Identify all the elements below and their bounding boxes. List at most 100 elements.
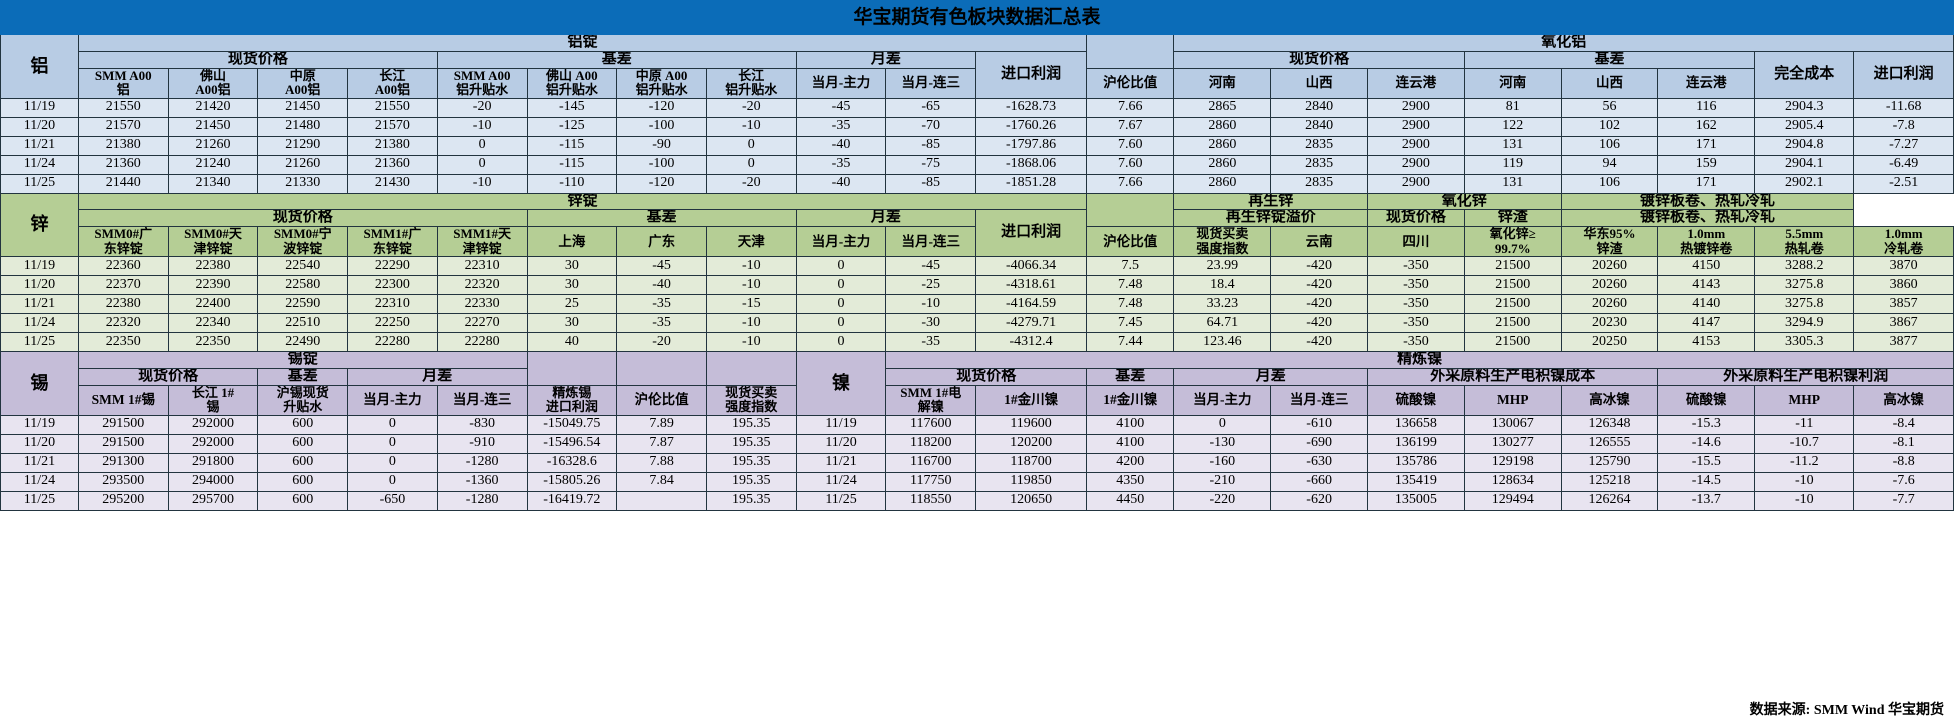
nickel-month-col-1: 当月-连三 xyxy=(1270,384,1369,416)
zinc-cell-r0-c16: 20260 xyxy=(1560,256,1659,277)
alu-col-header-5: 佛山 A00 铝升贴水 xyxy=(526,67,618,99)
nickel-cell-r1-c7: 126555 xyxy=(1560,433,1659,454)
nickel-cell-r4-c6: 129494 xyxy=(1463,490,1562,511)
tin-cell-r4-c3: -650 xyxy=(347,490,438,511)
nickel-cell-r0-c6: 130067 xyxy=(1463,414,1562,435)
alu-cell-r2-c15: 131 xyxy=(1463,135,1562,156)
row-date: 11/19 xyxy=(0,256,79,277)
nickel-cell-r2-c0: 116700 xyxy=(885,452,977,473)
tin-cell-r3-c2: 600 xyxy=(257,471,349,492)
zinc-cell-r0-c13: -420 xyxy=(1270,256,1369,277)
zinc-cell-r0-c4: 22310 xyxy=(436,256,528,277)
zinc-col-header-4: SMM1#天 津锌锭 xyxy=(436,226,528,258)
tin-cell-r0-c4: -830 xyxy=(436,414,528,435)
tin-cell-r2-c1: 291800 xyxy=(167,452,259,473)
alu-cell-r4-c19: -2.51 xyxy=(1853,173,1954,194)
nickel-cell-r3-c6: 128634 xyxy=(1463,471,1562,492)
alu-cell-r0-c7: -20 xyxy=(705,97,797,118)
zinc-col-header-8: 当月-主力 xyxy=(795,226,887,258)
zinc-cell-r0-c0: 22360 xyxy=(77,256,169,277)
nickel-cell-r4-c2: 4450 xyxy=(1086,490,1175,511)
zinc-cell-r0-c11: 7.5 xyxy=(1086,256,1175,277)
table-row: 11/24 293500 294000 600 0 -1360 -15805.26 7.84 1… xyxy=(0,471,1954,492)
tin-subgroup-month: 月差 xyxy=(347,367,528,386)
nickel-cell-r2-c5: 135786 xyxy=(1367,452,1465,473)
alu-cell-r0-c16: 56 xyxy=(1560,97,1659,118)
tin-cell-r2-c3: 0 xyxy=(347,452,438,473)
alu-cell-r3-c9: -75 xyxy=(885,154,977,175)
zinc-cell-r0-c14: -350 xyxy=(1367,256,1465,277)
alu-cell-r2-c0: 21380 xyxy=(77,135,169,156)
nickel-cell-r0-c10: -8.4 xyxy=(1853,414,1954,435)
zinc-cell-r4-c2: 22490 xyxy=(257,332,349,353)
group-recycled-zinc: 再生锌 xyxy=(1173,192,1369,211)
alu-cell-r0-c9: -65 xyxy=(885,97,977,118)
zinc-cell-r4-c17: 4153 xyxy=(1657,332,1756,353)
nickel-cell-r4-c8: -13.7 xyxy=(1657,490,1756,511)
row-date: 11/20 xyxy=(0,275,79,296)
alu-col-header-9: 当月-连三 xyxy=(885,67,977,99)
zinc-cell-r1-c2: 22580 xyxy=(257,275,349,296)
zinc-cell-r1-c6: -40 xyxy=(616,275,707,296)
tin-cell-r0-c7: 195.35 xyxy=(705,414,797,435)
zinc-cell-r0-c15: 21500 xyxy=(1463,256,1562,277)
zinc-col-header-2: SMM0#宁 波锌锭 xyxy=(257,226,349,258)
nickel-subgroup-basis: 基差 xyxy=(1086,367,1175,386)
alu-cell-r1-c12: 2860 xyxy=(1173,116,1272,137)
alu-cell-r3-c13: 2835 xyxy=(1270,154,1369,175)
tin-month-col-0: 当月-主力 xyxy=(347,384,438,416)
zinc-cell-r2-c4: 22330 xyxy=(436,294,528,315)
zinc-cell-r4-c11: 7.44 xyxy=(1086,332,1175,353)
group-refined-nickel: 精炼镍 xyxy=(885,351,1954,369)
alu-cell-r4-c15: 131 xyxy=(1463,173,1562,194)
alu-cell-r3-c15: 119 xyxy=(1463,154,1562,175)
nickel-cell-r1-c5: 136199 xyxy=(1367,433,1465,454)
nickel-subgroup-month: 月差 xyxy=(1173,367,1369,386)
zinc-cell-r0-c9: -45 xyxy=(885,256,977,277)
nickel-cell-r3-c7: 125218 xyxy=(1560,471,1659,492)
alu-col-import-profit: 进口利润 xyxy=(975,50,1088,99)
alu-cell-r3-c5: -115 xyxy=(526,154,618,175)
alu-cell-r4-c17: 171 xyxy=(1657,173,1756,194)
zinc-col-header-7: 天津 xyxy=(705,226,797,258)
alu-cell-r4-c5: -110 xyxy=(526,173,618,194)
tin-cell-r0-c1: 292000 xyxy=(167,414,259,435)
tin-cell-r4-c2: 600 xyxy=(257,490,349,511)
nickel-subgroup-profit: 外采原料生产电积镍利润 xyxy=(1657,367,1954,386)
zinc-cell-r0-c5: 30 xyxy=(526,256,618,277)
zinc-cell-r4-c1: 22350 xyxy=(167,332,259,353)
nickel-cell-r1-c6: 130277 xyxy=(1463,433,1562,454)
zinc-cell-r2-c14: -350 xyxy=(1367,294,1465,315)
zinc-cell-r4-c7: -10 xyxy=(705,332,797,353)
alu-col-header-1: 佛山 A00铝 xyxy=(167,67,259,99)
tin-import-profit-col: 精炼锡 进口利润 xyxy=(526,384,618,416)
zinc-cell-r3-c16: 20230 xyxy=(1560,313,1659,334)
zinc-oxide-spot-head: 现货价格 xyxy=(1367,209,1465,228)
alu-cell-r3-c19: -6.49 xyxy=(1853,154,1954,175)
alu-cell-r3-c1: 21240 xyxy=(167,154,259,175)
data-source-footer: 数据来源: SMM Wind 华宝期货 xyxy=(1749,703,1944,718)
nickel-cell-r4-c10: -7.7 xyxy=(1853,490,1954,511)
galvanized-col-1: 5.5mm 热轧卷 xyxy=(1754,226,1855,258)
alu-cell-r3-c17: 159 xyxy=(1657,154,1756,175)
zinc-oxide-col: 氧化锌≥ 99.7% xyxy=(1463,226,1562,258)
alu-cell-r0-c0: 21550 xyxy=(77,97,169,118)
tin-cell-r3-c0: 293500 xyxy=(77,471,169,492)
alu-cell-r1-c7: -10 xyxy=(705,116,797,137)
alu-cell-r1-c19: -7.8 xyxy=(1853,116,1954,137)
alu-cell-r2-c14: 2900 xyxy=(1367,135,1465,156)
nickel-cost-col-1: MHP xyxy=(1463,384,1562,416)
alu-cell-r2-c10: -1797.86 xyxy=(975,135,1088,156)
zinc-cell-r4-c13: -420 xyxy=(1270,332,1369,353)
zinc-cell-r3-c3: 22250 xyxy=(347,313,438,334)
zinc-cell-r4-c9: -35 xyxy=(885,332,977,353)
tin-cell-r4-c4: -1280 xyxy=(436,490,528,511)
zinc-cell-r4-c0: 22350 xyxy=(77,332,169,353)
alu-cell-r2-c12: 2860 xyxy=(1173,135,1272,156)
tin-spot-col-0: SMM 1#锡 xyxy=(77,384,169,416)
alu-cell-r2-c2: 21290 xyxy=(257,135,349,156)
alu-cell-r2-c18: 2904.8 xyxy=(1754,135,1855,156)
zinc-cell-r3-c10: -4279.71 xyxy=(975,313,1088,334)
zinc-cell-r3-c15: 21500 xyxy=(1463,313,1562,334)
zinc-cell-r0-c2: 22540 xyxy=(257,256,349,277)
